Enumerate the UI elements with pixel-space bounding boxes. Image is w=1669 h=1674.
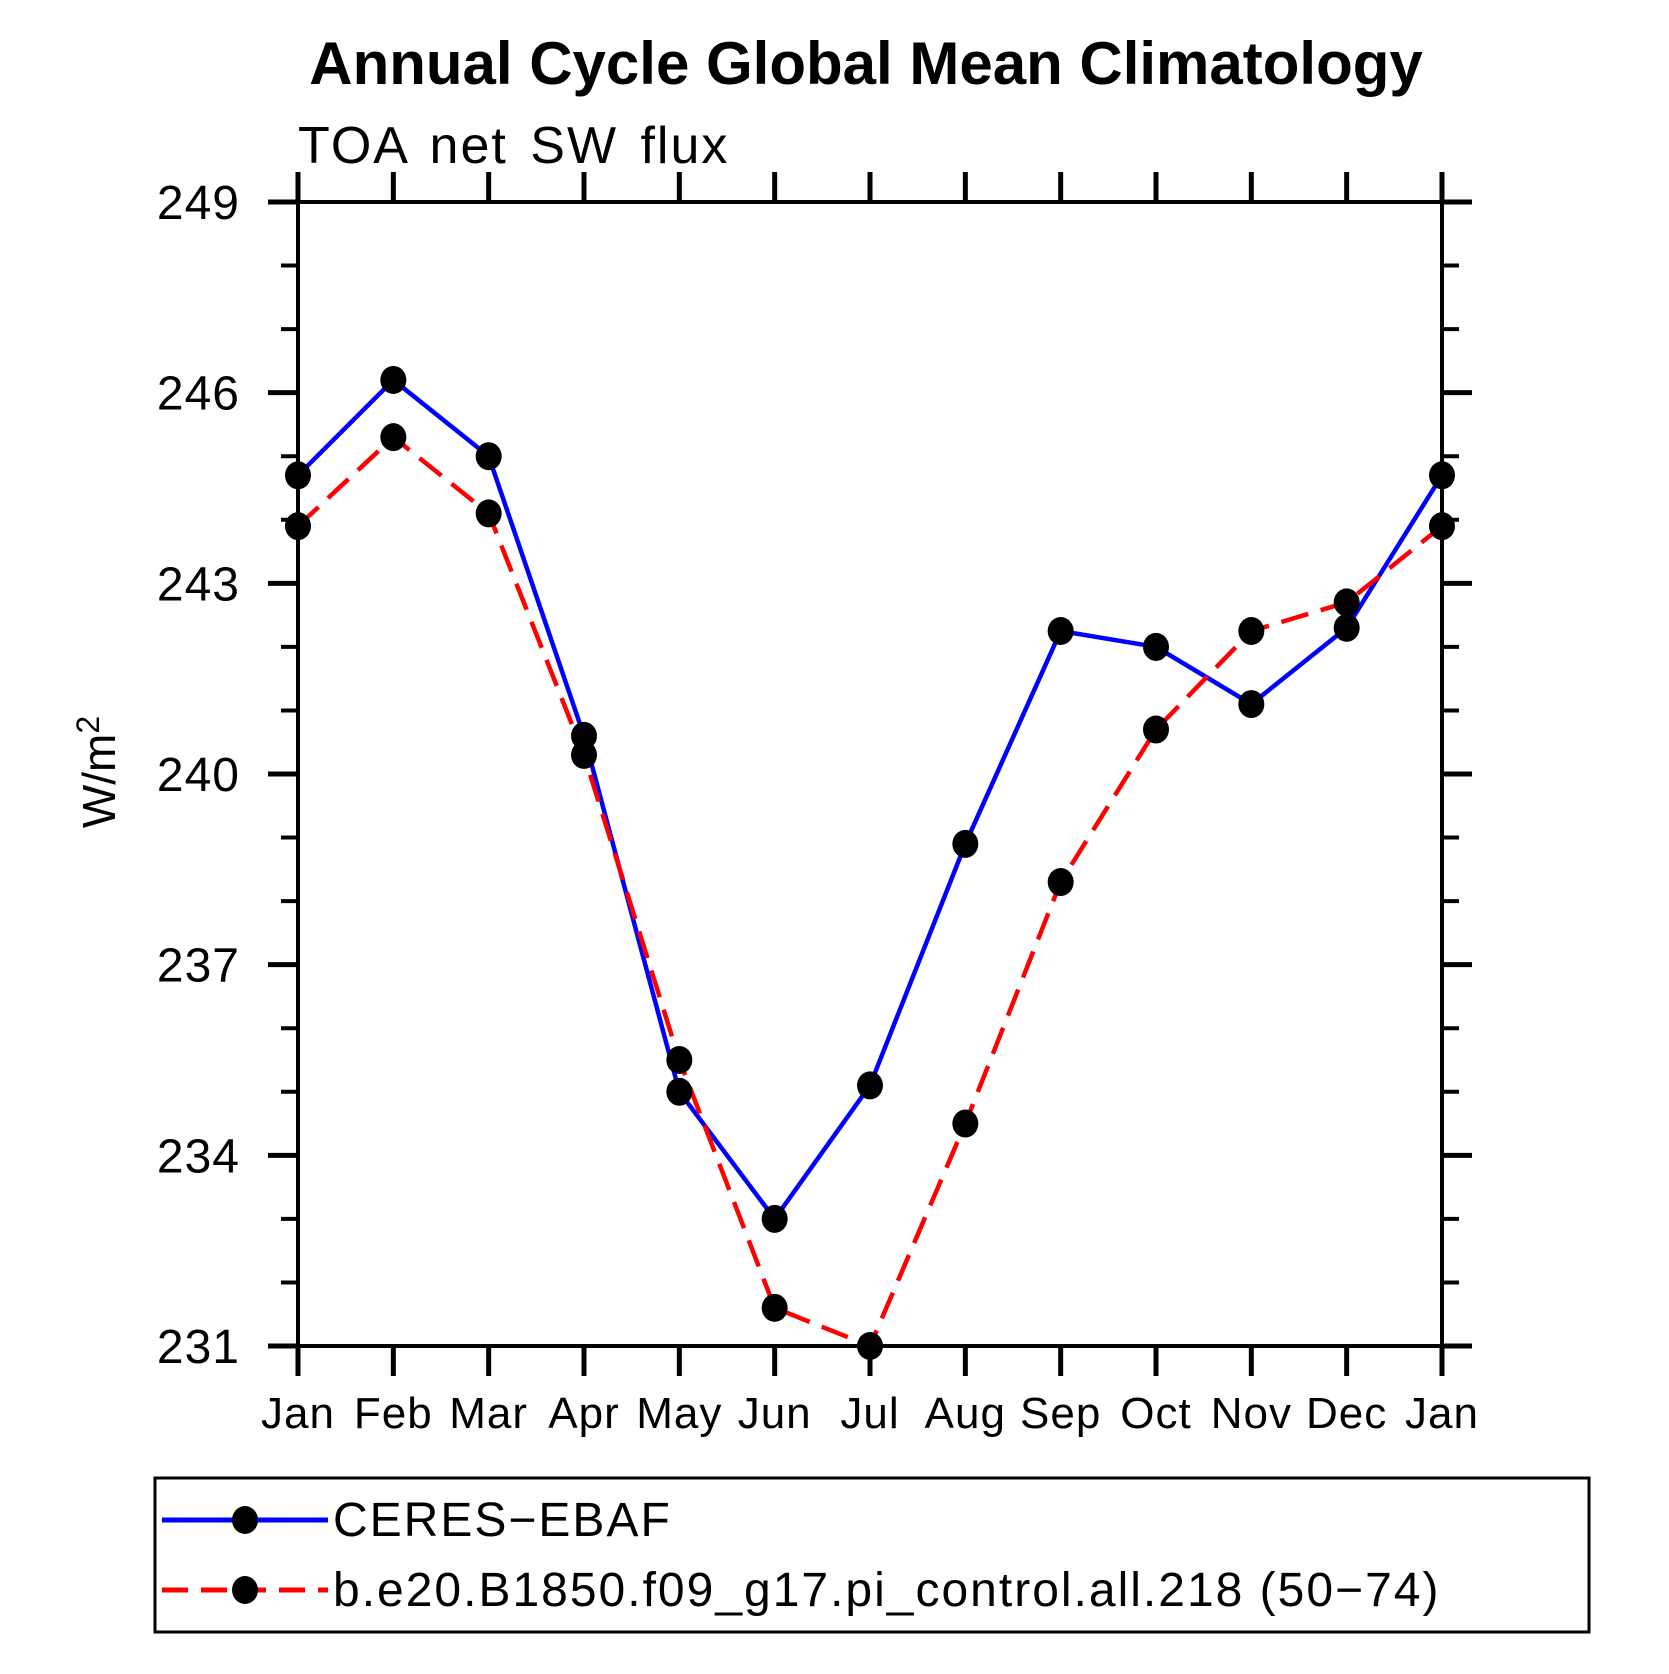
data-point-marker xyxy=(666,1046,693,1074)
data-point-marker xyxy=(952,829,979,858)
x-tick-label: Jul xyxy=(840,1389,899,1438)
x-tick-label: Jan xyxy=(1405,1389,1479,1438)
data-point-marker xyxy=(571,740,597,769)
legend-marker-ceres xyxy=(232,1506,258,1534)
data-point-marker xyxy=(1238,617,1265,645)
chart-title: Annual Cycle Global Mean Climatology xyxy=(309,30,1423,97)
legend: CERES−EBAF b.e20.B1850.f09_g17.pi_contro… xyxy=(153,1476,1591,1634)
data-point-marker xyxy=(857,1071,883,1100)
y-tick-label: 237 xyxy=(157,940,240,993)
y-tick-label: 249 xyxy=(157,177,240,230)
data-point-marker xyxy=(475,442,502,471)
x-tick-label: Sep xyxy=(1020,1389,1101,1438)
chart-subtitle: TOA net SW flux xyxy=(298,117,729,175)
data-point-marker xyxy=(1333,613,1360,642)
legend-marker-model xyxy=(232,1576,258,1604)
y-tick-label: 240 xyxy=(157,749,240,802)
x-tick-label: Aug xyxy=(925,1389,1006,1438)
data-point-marker xyxy=(666,1077,693,1106)
x-tick-label: Jan xyxy=(261,1389,335,1438)
data-point-marker xyxy=(285,461,311,490)
x-tick-label: Oct xyxy=(1120,1389,1191,1438)
data-point-marker xyxy=(1238,690,1265,719)
x-tick-label: Feb xyxy=(354,1389,433,1438)
data-point-marker xyxy=(380,423,407,452)
data-point-marker xyxy=(1429,461,1455,490)
data-point-marker xyxy=(285,512,311,541)
x-tick-label: May xyxy=(636,1389,722,1438)
data-series xyxy=(285,365,1455,1360)
data-point-marker xyxy=(1143,632,1169,661)
data-point-marker xyxy=(1333,588,1360,617)
data-point-marker xyxy=(1143,715,1169,744)
data-point-marker xyxy=(857,1332,883,1360)
plot-frame xyxy=(296,200,1444,1348)
data-point-marker xyxy=(761,1204,788,1233)
y-tick-label: 231 xyxy=(157,1321,240,1374)
legend-label-ceres: CERES−EBAF xyxy=(333,1494,672,1547)
data-point-marker xyxy=(380,365,407,394)
data-point-marker xyxy=(761,1293,788,1322)
y-tick-label: 246 xyxy=(157,368,240,421)
legend-label-model: b.e20.B1850.f09_g17.pi_control.all.218 (… xyxy=(333,1564,1440,1617)
x-tick-label: Apr xyxy=(548,1389,619,1438)
data-point-marker xyxy=(1429,512,1455,541)
y-axis-unit-label: W/m2 xyxy=(70,716,125,828)
x-tick-label: Dec xyxy=(1306,1389,1387,1438)
data-point-marker xyxy=(1047,617,1074,645)
x-tick-label: Jun xyxy=(738,1389,812,1438)
data-point-marker xyxy=(1047,868,1074,897)
axis-ticks: 231 234 237 240 243 246 249 Jan Feb Mar Apr May Jun J… xyxy=(157,172,1479,1438)
legend-box xyxy=(153,1476,1591,1634)
y-axis-unit-main: W/m xyxy=(73,734,125,829)
data-point-marker xyxy=(475,499,502,528)
x-tick-label: Mar xyxy=(449,1389,528,1438)
y-tick-label: 243 xyxy=(157,558,240,611)
x-tick-label: Nov xyxy=(1211,1389,1292,1438)
y-axis-unit-superscript: 2 xyxy=(70,716,106,734)
series-line-model xyxy=(296,434,1444,1349)
y-tick-label: 234 xyxy=(157,1130,240,1183)
data-point-marker xyxy=(952,1109,979,1138)
